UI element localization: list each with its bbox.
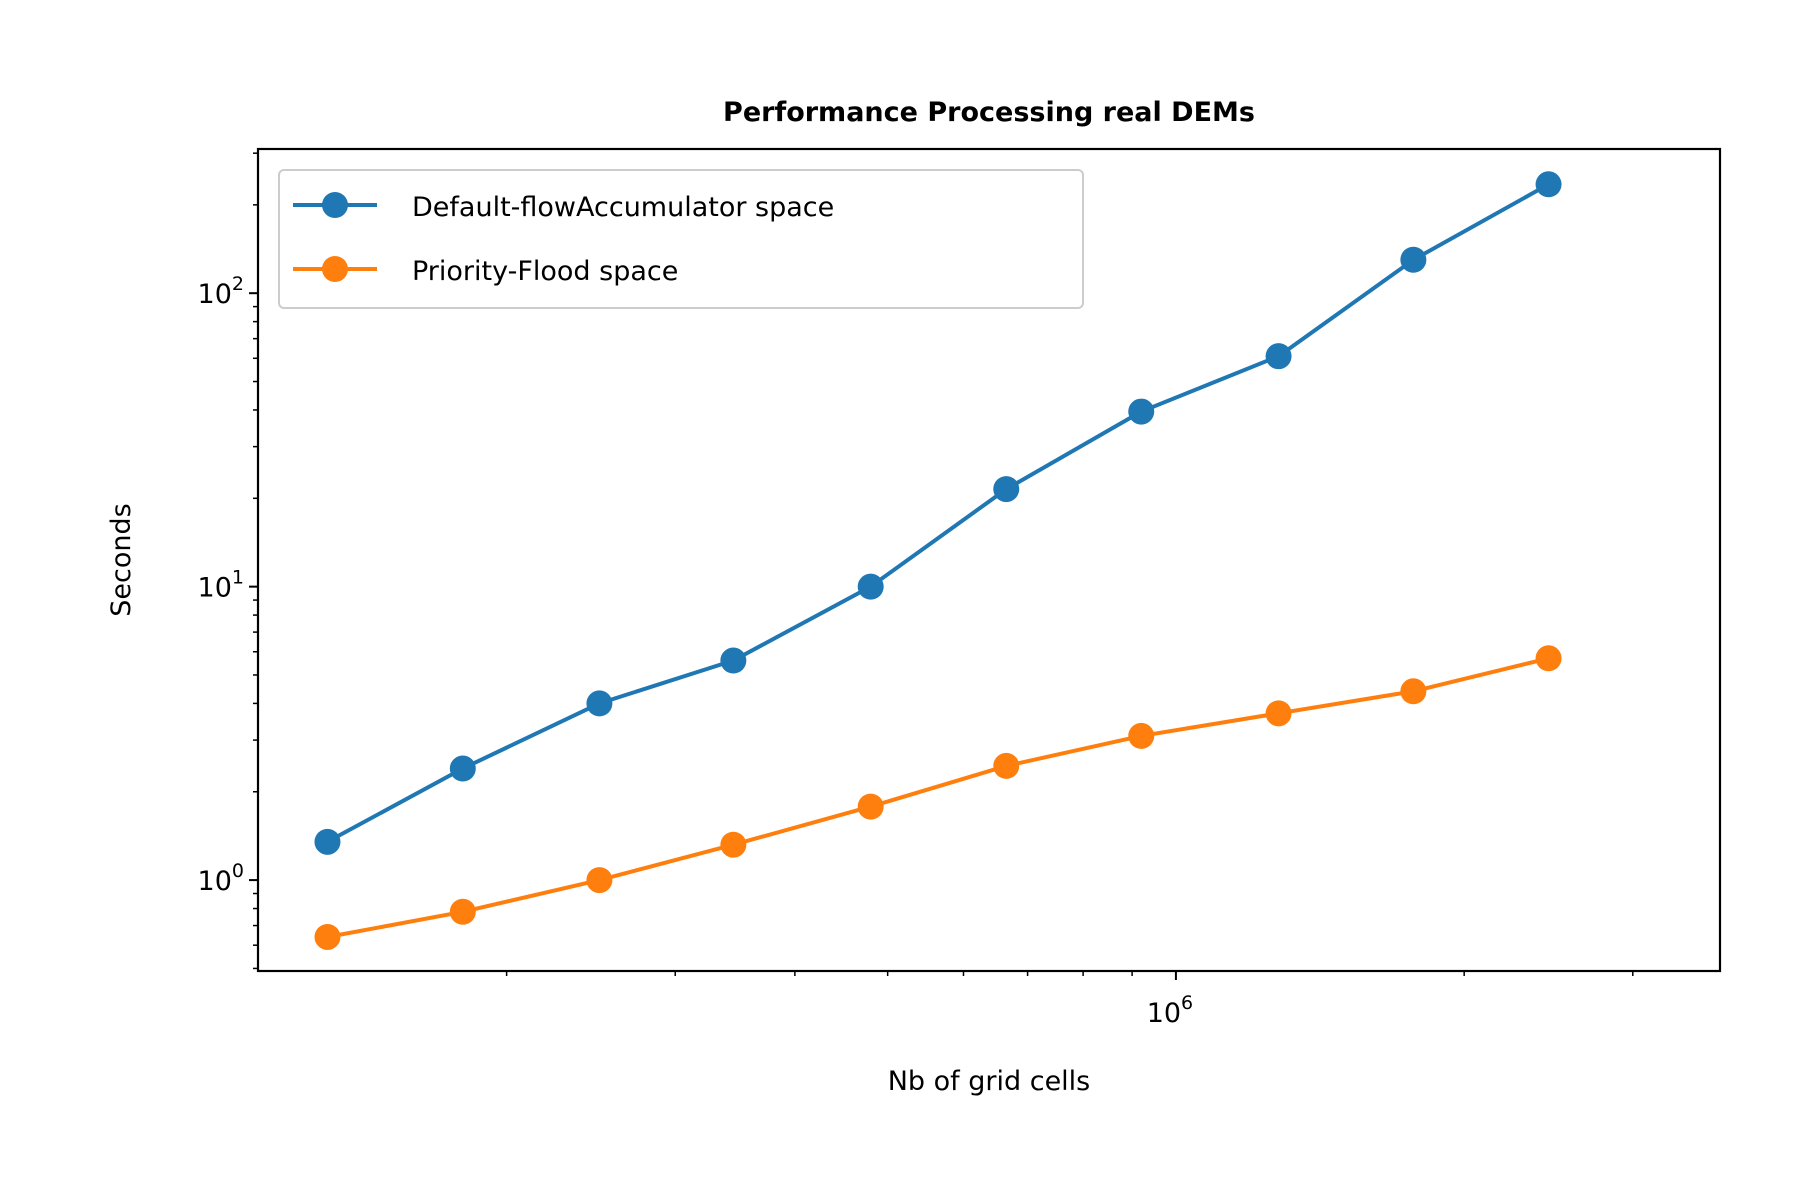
series-line-0 — [326, 182, 1550, 844]
data-point-1-8 — [1400, 678, 1427, 705]
data-point-1-4 — [857, 793, 884, 820]
data-point-1-5 — [993, 752, 1020, 779]
data-point-1-9 — [1535, 645, 1562, 672]
data-point-0-8 — [1400, 246, 1427, 273]
legend-label-default: Default-flowAccumulator space — [412, 192, 834, 223]
x-tick-label: 106 — [1147, 992, 1193, 1029]
data-point-0-9 — [1535, 171, 1562, 198]
x-axis-label: Nb of grid cells — [888, 1066, 1091, 1097]
data-point-1-2 — [586, 867, 613, 894]
data-point-0-1 — [449, 755, 476, 782]
axes-frame — [256, 147, 1722, 973]
series-line-1 — [327, 656, 1550, 939]
data-point-1-1 — [449, 898, 476, 925]
data-point-0-3 — [720, 647, 747, 674]
data-point-0-6 — [1128, 398, 1155, 425]
data-point-1-6 — [1128, 722, 1155, 749]
data-point-0-7 — [1265, 343, 1292, 370]
legend-marker-default — [322, 192, 348, 218]
data-point-0-2 — [586, 690, 613, 717]
data-point-1-7 — [1265, 700, 1292, 727]
data-point-0-0 — [314, 828, 341, 855]
legend-label-priority: Priority-Flood space — [412, 256, 678, 287]
y-tick-label: 102 — [198, 273, 244, 310]
chart-title: Performance Processing real DEMs — [723, 97, 1255, 128]
axis-ticks: 106 100 101 102 — [198, 152, 1634, 1029]
y-tick-label: 100 — [198, 860, 244, 897]
y-axis-label: Seconds — [106, 503, 137, 616]
data-point-0-4 — [857, 573, 884, 600]
data-point-0-5 — [993, 476, 1020, 503]
legend: Default-flowAccumulator space Priority-F… — [278, 169, 1084, 309]
y-tick-label: 101 — [198, 567, 244, 604]
legend-box — [278, 169, 1084, 309]
data-point-1-0 — [314, 923, 341, 950]
data-point-1-3 — [720, 831, 747, 858]
legend-marker-priority — [322, 256, 348, 282]
plot-area — [314, 171, 1562, 950]
